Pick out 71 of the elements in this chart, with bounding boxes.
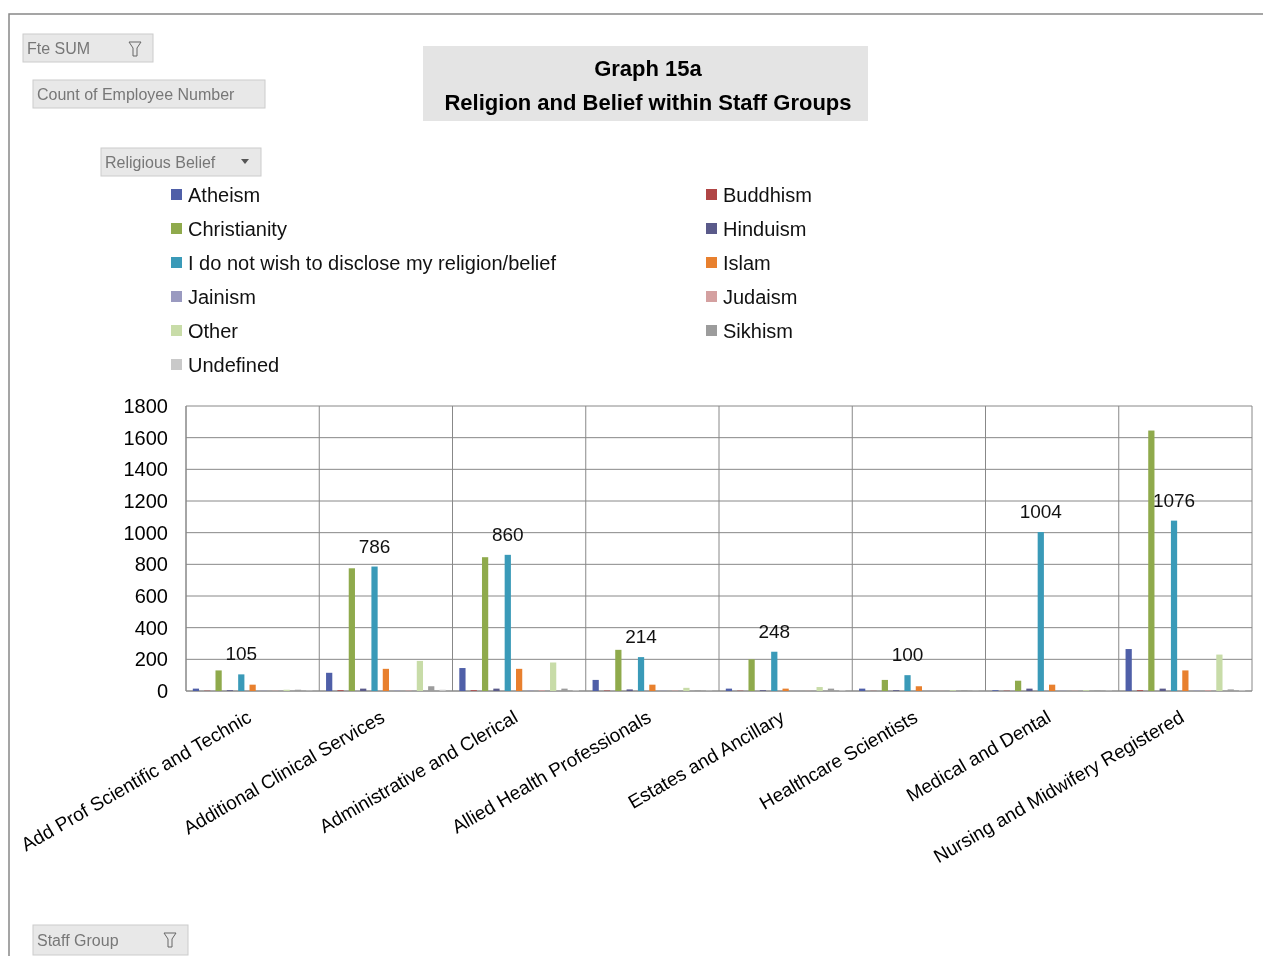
y-tick-label: 1400: [123, 458, 168, 481]
bar: [1125, 649, 1132, 691]
bar: [904, 675, 911, 691]
chart-subtitle: Religion and Belief within Staff Groups: [444, 90, 852, 115]
bar: [637, 657, 645, 691]
bar: [683, 687, 690, 691]
legend-label: Judaism: [723, 286, 798, 308]
y-tick-label: 1600: [123, 426, 168, 449]
bar: [481, 557, 489, 691]
bar: [371, 566, 378, 691]
bar: [881, 679, 888, 691]
legend-label: Undefined: [188, 354, 280, 376]
data-label: 248: [758, 620, 791, 642]
y-tick-label: 200: [134, 648, 168, 671]
data-label: 860: [491, 523, 524, 545]
bar: [326, 672, 333, 691]
bar: [416, 660, 424, 691]
y-tick-label: 0: [156, 680, 168, 702]
data-label: 100: [891, 644, 924, 666]
bar: [771, 651, 778, 691]
bar: [915, 686, 922, 691]
legend-label: Atheism: [188, 184, 261, 206]
legend-label: Other: [188, 320, 239, 342]
bar: [1049, 684, 1056, 691]
text: Fte SUM: [27, 40, 91, 57]
legend-label: Christianity: [188, 218, 287, 240]
data-label: 105: [225, 643, 258, 665]
y-tick-label: 800: [134, 553, 168, 576]
bar: [1026, 688, 1033, 691]
y-tick-label: 1200: [123, 490, 168, 512]
bar: [550, 662, 557, 691]
bar: [215, 670, 222, 691]
bar: [615, 649, 622, 691]
bar: [1170, 520, 1178, 691]
data-label: 1076: [1152, 489, 1196, 511]
bar: [249, 684, 256, 691]
bar: [1037, 532, 1044, 691]
chart-title: Graph 15a: [594, 56, 703, 81]
bar: [348, 568, 355, 691]
text: Staff Group: [37, 932, 119, 949]
bar: [592, 679, 599, 691]
bar: [1182, 670, 1189, 691]
bar: [459, 668, 466, 691]
bar: [382, 668, 389, 691]
data-label: 214: [625, 626, 658, 648]
text: Religious Belief: [105, 154, 216, 171]
text: Count of Employee Number: [37, 86, 236, 103]
legend-label: Islam: [723, 252, 771, 274]
bar: [649, 684, 656, 691]
y-tick-label: 1800: [123, 395, 168, 417]
legend-label: Jainism: [188, 286, 256, 308]
data-label: 786: [358, 535, 391, 557]
legend-label: Buddhism: [723, 184, 812, 206]
bar: [504, 554, 511, 691]
y-tick-label: 1000: [123, 521, 168, 544]
legend-label: I do not wish to disclose my religion/belief: [188, 252, 557, 274]
bar: [493, 688, 500, 691]
bar: [816, 687, 823, 691]
bar: [516, 668, 523, 691]
bar: [748, 659, 755, 691]
bar: [1216, 654, 1223, 691]
y-tick-label: 600: [134, 585, 168, 607]
y-tick-label: 400: [134, 616, 168, 639]
bar: [1148, 430, 1155, 691]
bar: [238, 674, 245, 691]
bar: [561, 688, 568, 691]
legend-label: Sikhism: [723, 320, 794, 342]
data-label: 1004: [1019, 501, 1063, 523]
bar: [1014, 680, 1022, 691]
legend-label: Hinduism: [723, 218, 807, 240]
bar: [428, 686, 435, 691]
